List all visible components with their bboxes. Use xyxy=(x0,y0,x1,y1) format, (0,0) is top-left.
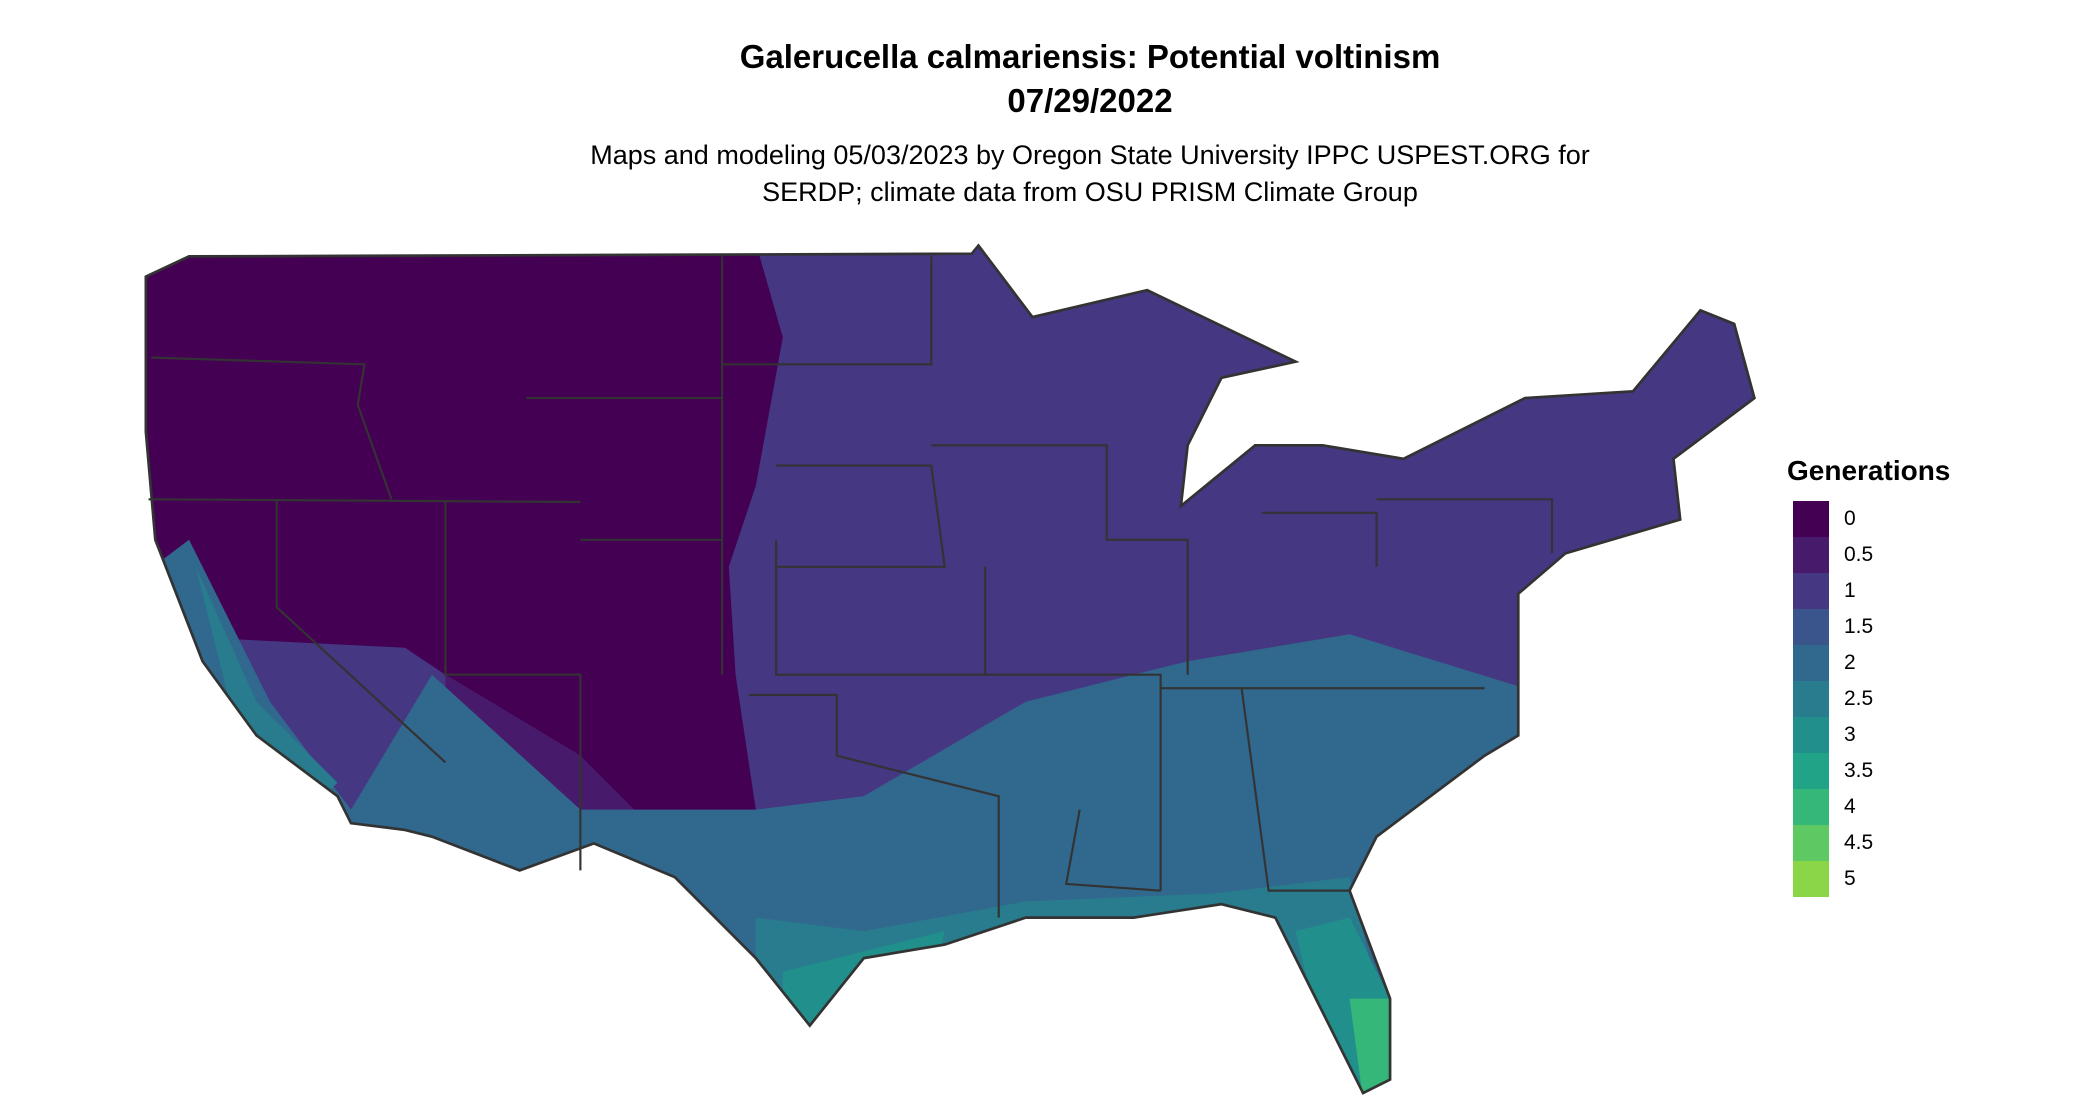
legend-swatch xyxy=(1793,645,1829,681)
legend-swatch xyxy=(1793,861,1829,897)
legend-item: 2 xyxy=(1793,645,1950,681)
legend-swatch xyxy=(1793,717,1829,753)
legend-item: 0 xyxy=(1793,501,1950,537)
legend-item: 3.5 xyxy=(1793,753,1950,789)
legend-label: 2 xyxy=(1844,651,1856,674)
legend-item: 5 xyxy=(1793,861,1950,897)
legend-label: 4 xyxy=(1844,795,1856,818)
map-title: Galerucella calmariensis: Potential volt… xyxy=(739,38,1441,75)
legend-item: 0.5 xyxy=(1793,537,1950,573)
legend-item: 4 xyxy=(1793,789,1950,825)
legend-swatch xyxy=(1793,681,1829,717)
legend-swatch xyxy=(1793,825,1829,861)
legend: Generations 0 0.5 1 1.5 2 2.5 3 3.5 4 4.5 5 xyxy=(1787,455,1950,897)
legend-label: 0.5 xyxy=(1844,543,1874,566)
legend-swatch xyxy=(1793,753,1829,789)
legend-label: 1.5 xyxy=(1844,615,1874,638)
legend-swatch xyxy=(1793,789,1829,825)
legend-label: 3 xyxy=(1844,723,1856,746)
map-subtitle-line1: Maps and modeling 05/03/2023 by Oregon S… xyxy=(590,140,1590,170)
legend-swatch xyxy=(1793,573,1829,609)
region-0-gen xyxy=(145,245,783,837)
legend-title: Generations xyxy=(1787,455,1951,486)
legend-swatch xyxy=(1793,537,1829,573)
legend-label: 2.5 xyxy=(1844,687,1874,710)
legend-label: 5 xyxy=(1844,867,1856,890)
legend-swatch xyxy=(1793,609,1829,645)
legend-label: 4.5 xyxy=(1844,831,1874,854)
legend-label: 3.5 xyxy=(1844,759,1874,782)
legend-label: 0 xyxy=(1844,507,1856,530)
region-25-gen-ca xyxy=(195,566,338,810)
legend-item: 4.5 xyxy=(1793,825,1950,861)
region-05-gen xyxy=(445,674,635,824)
legend-item: 2.5 xyxy=(1793,681,1950,717)
map-subtitle-line2: SERDP; climate data from OSU PRISM Clima… xyxy=(762,177,1418,207)
legend-item: 3 xyxy=(1793,717,1950,753)
legend-swatch xyxy=(1793,501,1829,537)
state-borders xyxy=(148,256,1554,918)
legend-item: 1 xyxy=(1793,573,1950,609)
legend-label: 1 xyxy=(1844,579,1856,602)
map-date: 07/29/2022 xyxy=(1007,82,1173,119)
legend-item: 1.5 xyxy=(1793,609,1950,645)
